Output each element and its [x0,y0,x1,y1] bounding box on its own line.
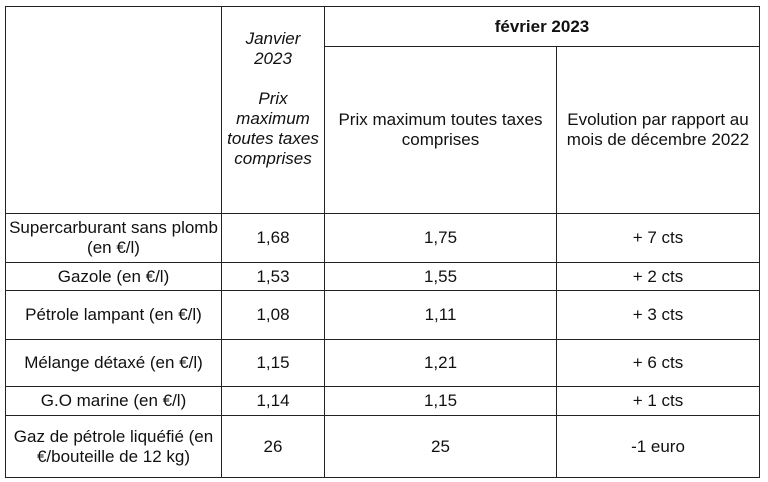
february-header-cell: février 2023 [324,6,760,47]
evolution-cell: + 6 cts [556,339,760,387]
header-empty-cell [5,6,222,214]
january-header-cell: Janvier 2023 Prix maximum toutes taxes c… [221,6,325,214]
table-row: Pétrole lampant (en €/l) 1,08 1,11 + 3 c… [5,290,760,340]
evolution-cell: + 2 cts [556,262,760,291]
february-price-cell: 1,11 [324,290,557,340]
table-row: Supercarburant sans plomb (en €/l) 1,68 … [5,213,760,263]
header-row-top: Janvier 2023 Prix maximum toutes taxes c… [5,6,760,214]
january-price-cell: 1,15 [221,339,325,387]
product-cell: G.O marine (en €/l) [5,386,222,416]
fuel-price-table: Janvier 2023 Prix maximum toutes taxes c… [5,6,760,478]
february-price-cell: 25 [324,415,557,478]
header-row-bottom: Prix maximum toutes taxes comprises Evol… [6,46,760,214]
evolution-header: Evolution par rapport au mois de décembr… [556,46,760,214]
february-price-cell: 1,75 [324,213,557,263]
january-price-cell: 1,68 [221,213,325,263]
evolution-label: Evolution par rapport au mois de décembr… [566,110,750,149]
evolution-cell: + 3 cts [556,290,760,340]
january-month: Janvier [245,29,301,48]
table-row: Gaz de pétrole liquéfié (en €/bouteille … [5,415,760,478]
evolution-cell: + 7 cts [556,213,760,263]
table-row: Gazole (en €/l) 1,53 1,55 + 2 cts [5,262,760,291]
product-cell: Mélange détaxé (en €/l) [5,339,222,387]
table-row: G.O marine (en €/l) 1,14 1,15 + 1 cts [5,386,760,416]
january-price-cell: 1,14 [221,386,325,416]
february-price-header: Prix maximum toutes taxes comprises [324,46,557,214]
product-cell: Supercarburant sans plomb (en €/l) [5,213,222,263]
february-label: février 2023 [494,16,590,36]
february-price-cell: 1,55 [324,262,557,291]
february-price-label: Prix maximum toutes taxes comprises [338,110,543,149]
january-price-cell: 1,53 [221,262,325,291]
january-column-label: Prix maximum toutes taxes comprises [227,89,319,168]
table-row: Mélange détaxé (en €/l) 1,15 1,21 + 6 ct… [5,339,760,387]
january-price-cell: 1,08 [221,290,325,340]
evolution-cell: + 1 cts [556,386,760,416]
february-price-cell: 1,21 [324,339,557,387]
february-price-cell: 1,15 [324,386,557,416]
evolution-cell: -1 euro [556,415,760,478]
january-price-cell: 26 [221,415,325,478]
product-cell: Gazole (en €/l) [5,262,222,291]
product-cell: Pétrole lampant (en €/l) [5,290,222,340]
product-cell: Gaz de pétrole liquéfié (en €/bouteille … [5,415,222,478]
january-year: 2023 [254,49,292,68]
